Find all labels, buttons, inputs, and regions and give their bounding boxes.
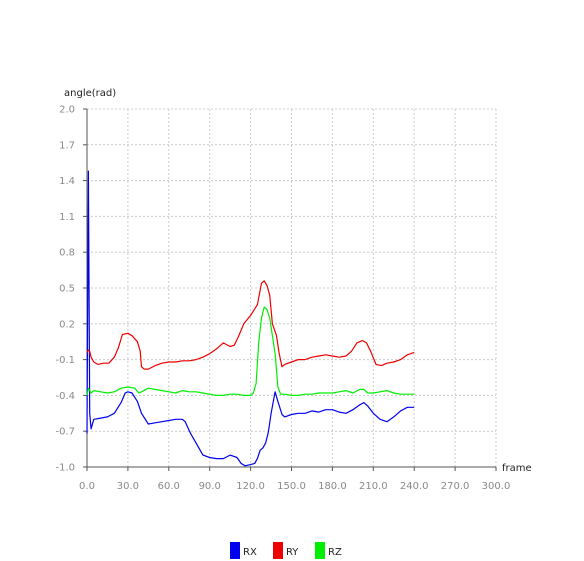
series-line-rx: [86, 170, 415, 467]
x-axis-title: frame: [502, 463, 532, 474]
x-tick-label: 60.0: [158, 481, 180, 492]
x-tick-label: 120.0: [236, 481, 265, 492]
tick-labels: -1.0 -0.7 -0.4 -0.1 0.2 0.5 0.8 1.1 1.4 1.7 2.0 0.0…: [55, 105, 510, 493]
legend-swatch-ry: [273, 542, 283, 559]
y-tick-label: 1.1: [59, 212, 75, 223]
y-tick-label: -1.0: [55, 463, 75, 474]
x-tick-label: 210.0: [359, 481, 388, 492]
legend-label-rx: RX: [243, 547, 257, 558]
legend-label-ry: RY: [286, 547, 299, 558]
y-axis-title: angle(rad): [64, 88, 116, 99]
legend-label-rz: RZ: [328, 547, 342, 558]
x-tick-label: 180.0: [318, 481, 347, 492]
y-tick-label: 0.2: [59, 319, 75, 330]
x-tick-label: 0.0: [79, 481, 95, 492]
y-tick-label: -0.4: [55, 391, 75, 402]
y-tick-label: -0.7: [55, 427, 75, 438]
y-tick-label: 1.4: [59, 176, 75, 187]
series-lines: [86, 170, 415, 467]
y-tick-label: 2.0: [59, 105, 75, 116]
x-tick-label: 30.0: [117, 481, 139, 492]
series-line-rz: [86, 306, 415, 396]
series-line-ry: [86, 280, 415, 370]
y-tick-label: 1.7: [59, 140, 75, 151]
x-tick-label: 300.0: [482, 481, 511, 492]
x-tick-label: 240.0: [400, 481, 429, 492]
legend-swatch-rz: [315, 542, 325, 559]
x-tick-label: 90.0: [199, 481, 221, 492]
y-tick-label: 0.5: [59, 284, 75, 295]
legend: RX RY RZ: [230, 542, 342, 559]
x-tick-label: 150.0: [277, 481, 306, 492]
legend-swatch-rx: [230, 542, 240, 559]
grid: [87, 108, 497, 467]
y-tick-label: -0.1: [55, 355, 75, 366]
x-tick-label: 270.0: [441, 481, 470, 492]
y-tick-label: 0.8: [59, 248, 75, 259]
